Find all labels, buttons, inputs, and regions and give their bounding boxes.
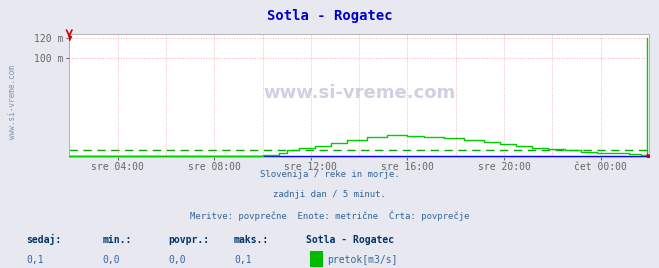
Text: povpr.:: povpr.: — [168, 235, 209, 245]
Text: min.:: min.: — [102, 235, 132, 245]
Text: 0,1: 0,1 — [26, 255, 44, 265]
Text: www.si-vreme.com: www.si-vreme.com — [263, 84, 455, 102]
Text: Sotla - Rogatec: Sotla - Rogatec — [306, 235, 395, 245]
Text: Meritve: povprečne  Enote: metrične  Črta: povprečje: Meritve: povprečne Enote: metrične Črta:… — [190, 210, 469, 221]
Text: 0,0: 0,0 — [102, 255, 120, 265]
Text: 0,0: 0,0 — [168, 255, 186, 265]
Text: zadnji dan / 5 minut.: zadnji dan / 5 minut. — [273, 190, 386, 199]
Text: sedaj:: sedaj: — [26, 234, 61, 245]
Text: pretok[m3/s]: pretok[m3/s] — [327, 255, 397, 265]
Text: www.si-vreme.com: www.si-vreme.com — [8, 65, 17, 139]
Text: Slovenija / reke in morje.: Slovenija / reke in morje. — [260, 170, 399, 179]
Text: Sotla - Rogatec: Sotla - Rogatec — [267, 9, 392, 23]
Text: 0,1: 0,1 — [234, 255, 252, 265]
Text: maks.:: maks.: — [234, 235, 269, 245]
